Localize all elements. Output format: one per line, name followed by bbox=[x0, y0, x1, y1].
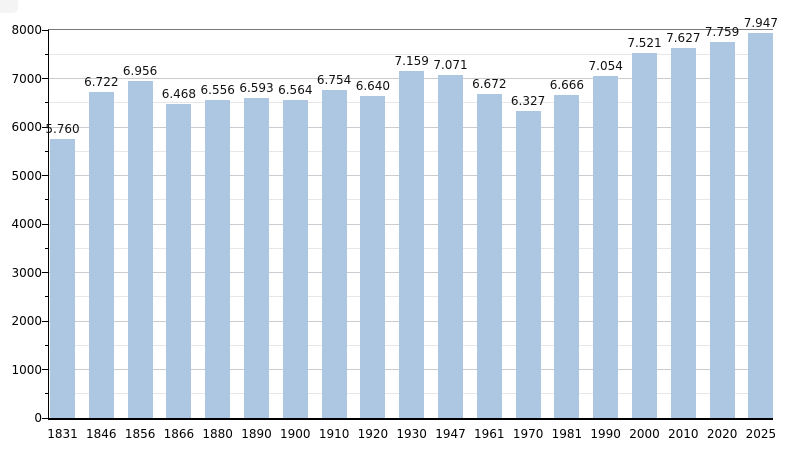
bar-value-label: 7.627 bbox=[666, 31, 701, 46]
x-axis-tick-label: 1990 bbox=[590, 427, 621, 441]
y-axis-major-tick bbox=[42, 223, 49, 225]
y-axis-major-tick bbox=[42, 369, 49, 370]
bar-1880 bbox=[205, 100, 231, 418]
y-axis-tick-label: 7000 bbox=[11, 71, 42, 86]
bar-value-label: 6.666 bbox=[549, 77, 585, 92]
x-axis-tick-label: 1981 bbox=[551, 427, 583, 441]
y-axis-major-tick bbox=[42, 320, 49, 322]
bar-2000 bbox=[632, 53, 657, 418]
corner-artifact bbox=[0, 0, 18, 13]
y-axis-minor-tick bbox=[45, 53, 49, 55]
minor-gridline bbox=[49, 53, 773, 55]
x-axis-tick-label: 1866 bbox=[163, 427, 195, 441]
bar-1970 bbox=[515, 111, 541, 418]
y-axis-major-tick bbox=[42, 78, 49, 79]
x-axis-tick-label: 1880 bbox=[202, 427, 233, 441]
x-axis-tick-label: 1900 bbox=[280, 427, 311, 441]
bar-1846 bbox=[88, 91, 114, 418]
bar-1890 bbox=[244, 98, 269, 418]
x-axis-tick-label: 2020 bbox=[706, 427, 738, 441]
bar-1866 bbox=[166, 104, 192, 418]
bar-1961 bbox=[476, 94, 502, 418]
bar-value-label: 7.159 bbox=[394, 53, 429, 68]
x-axis-tick-label: 2000 bbox=[629, 427, 660, 441]
bar-value-label: 6.956 bbox=[122, 63, 158, 78]
bar-1981 bbox=[554, 94, 580, 418]
y-axis-minor-tick bbox=[45, 150, 49, 152]
bar-value-label: 7.521 bbox=[627, 36, 662, 51]
bar-value-label: 6.672 bbox=[472, 77, 507, 92]
y-axis-minor-tick bbox=[45, 344, 49, 346]
x-axis-line bbox=[48, 418, 773, 420]
bar-1856 bbox=[127, 80, 153, 418]
y-axis-minor-tick bbox=[45, 296, 49, 298]
y-axis-major-tick bbox=[42, 29, 49, 31]
bar-value-label: 6.754 bbox=[316, 73, 352, 88]
bar-1920 bbox=[360, 95, 386, 418]
x-axis-tick-label: 1846 bbox=[86, 427, 117, 441]
x-axis-tick-label: 1947 bbox=[435, 427, 466, 441]
y-axis-tick-label: 5000 bbox=[11, 168, 42, 183]
y-axis-tick-label: 2000 bbox=[11, 314, 42, 328]
bar-1910 bbox=[321, 90, 347, 418]
bar-value-label: 6.593 bbox=[239, 81, 274, 96]
x-axis-tick-label: 1930 bbox=[396, 427, 427, 441]
bar-value-label: 7.071 bbox=[433, 58, 468, 73]
bar-value-label: 6.468 bbox=[161, 87, 197, 102]
bar-value-label: 6.327 bbox=[510, 94, 546, 109]
bar-1947 bbox=[438, 75, 463, 418]
y-axis-minor-tick bbox=[45, 199, 49, 201]
y-axis-tick-label: 0 bbox=[34, 411, 42, 425]
x-axis-tick-label: 1890 bbox=[241, 427, 272, 441]
bar-1831 bbox=[50, 138, 75, 418]
bar-value-label: 7.759 bbox=[704, 24, 740, 39]
y-axis-minor-tick bbox=[45, 393, 49, 395]
bar-value-label: 6.640 bbox=[355, 78, 391, 93]
y-axis-major-tick bbox=[42, 417, 49, 419]
y-axis-tick-label: 4000 bbox=[11, 217, 42, 231]
y-axis-tick-label: 1000 bbox=[11, 362, 42, 377]
bar-value-label: 7.947 bbox=[743, 15, 779, 30]
bar-2025 bbox=[748, 32, 774, 418]
bar-1900 bbox=[282, 99, 308, 418]
plot-area: 0 1000 2000 3000 4000 5000 6000 7000 8000 5.760 18… bbox=[11, 16, 778, 441]
x-axis-tick-label: 2025 bbox=[745, 427, 777, 441]
y-axis-major-tick bbox=[42, 272, 49, 273]
x-axis-tick-label: 1910 bbox=[318, 427, 350, 441]
bar-value-label: 7.054 bbox=[588, 58, 623, 73]
bar-1930 bbox=[399, 70, 425, 418]
bar-value-label: 6.556 bbox=[200, 83, 235, 98]
y-axis-minor-tick bbox=[45, 247, 49, 249]
bar-value-label: 6.722 bbox=[84, 74, 119, 89]
bar-value-label: 6.564 bbox=[278, 82, 313, 97]
y-axis-major-tick bbox=[42, 126, 49, 128]
bar-1990 bbox=[593, 75, 619, 418]
x-axis-tick-label: 1856 bbox=[124, 427, 156, 441]
bar-2020 bbox=[709, 41, 735, 418]
y-axis-tick-label: 3000 bbox=[11, 265, 42, 280]
bar-2010 bbox=[670, 48, 696, 418]
x-axis-tick-label: 1961 bbox=[474, 427, 505, 441]
y-axis-tick-label: 6000 bbox=[11, 120, 42, 134]
x-axis-tick-label: 1831 bbox=[47, 427, 78, 441]
x-axis-tick-label: 2010 bbox=[668, 427, 699, 441]
x-axis-tick-label: 1970 bbox=[512, 427, 544, 441]
bar-value-label: 5.760 bbox=[45, 121, 80, 136]
y-axis-major-tick bbox=[42, 175, 49, 176]
y-axis-minor-tick bbox=[45, 102, 49, 104]
y-axis-tick-label: 8000 bbox=[11, 23, 42, 37]
x-axis-tick-label: 1920 bbox=[357, 427, 389, 441]
